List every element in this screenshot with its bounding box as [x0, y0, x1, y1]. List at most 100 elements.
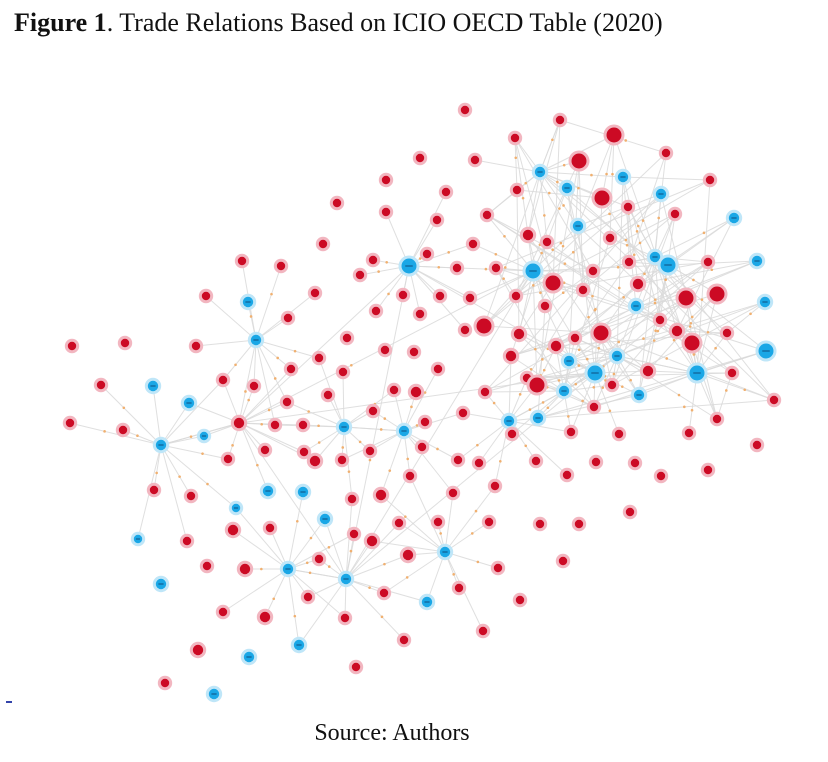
node-core: [555, 115, 565, 125]
node-core: [656, 471, 666, 481]
node-core: [515, 595, 525, 605]
node-core: [448, 488, 458, 498]
red-node: [64, 338, 80, 354]
red-node: [115, 422, 131, 438]
edge: [616, 319, 661, 357]
figure-caption: Figure 1. Trade Relations Based on ICIO …: [14, 8, 663, 38]
red-node: [702, 172, 718, 188]
edge-arrow: [624, 238, 628, 242]
edge: [371, 540, 446, 553]
node-core: [491, 263, 501, 273]
red-node: [220, 451, 236, 467]
red-node: [283, 361, 299, 377]
red-node: [507, 130, 523, 146]
blue-node: [290, 636, 308, 654]
red-node: [481, 514, 497, 530]
red-node: [457, 322, 473, 338]
node-core: [282, 397, 292, 407]
edge-arrow: [244, 390, 247, 393]
edge-arrow: [587, 315, 590, 319]
red-node: [724, 365, 740, 381]
edge: [484, 355, 618, 393]
red-node: [93, 377, 109, 393]
edge: [532, 270, 538, 386]
edge: [238, 339, 257, 424]
node-core: [239, 563, 251, 575]
edge-arrow: [624, 139, 628, 142]
red-node: [407, 383, 425, 401]
red-node: [575, 282, 591, 298]
edge: [239, 265, 410, 424]
node-core: [684, 428, 694, 438]
red-node: [273, 258, 289, 274]
edge: [239, 368, 292, 424]
edge: [408, 243, 474, 267]
node-core: [260, 445, 270, 455]
red-node: [365, 252, 381, 268]
blue-node: [436, 543, 454, 561]
edge-arrow: [410, 405, 413, 409]
edge-arrow: [272, 597, 276, 601]
node-core: [642, 365, 654, 377]
red-node: [512, 592, 528, 608]
red-node: [555, 553, 571, 569]
edge: [539, 171, 629, 208]
edge-arrow: [608, 409, 612, 413]
red-node: [510, 325, 528, 343]
edges-layer: [69, 119, 775, 646]
blue-node: [748, 252, 766, 270]
edge-arrow: [653, 298, 657, 301]
node-core: [505, 350, 517, 362]
red-node: [62, 415, 78, 431]
edge-arrow: [562, 163, 566, 167]
edge-arrow: [616, 265, 620, 269]
node-core: [752, 440, 762, 450]
edge-arrow: [499, 460, 502, 463]
edge: [255, 339, 288, 403]
edge-arrow: [206, 482, 209, 486]
edge-arrow: [201, 452, 204, 455]
node-core: [67, 341, 77, 351]
node-core: [550, 340, 562, 352]
edge: [532, 270, 596, 374]
node-core: [191, 341, 201, 351]
node-core: [381, 175, 391, 185]
red-node: [719, 325, 735, 341]
node-core: [218, 607, 228, 617]
node-core: [394, 518, 404, 528]
node-core: [340, 613, 350, 623]
edge-arrow: [677, 393, 681, 397]
edge-arrow: [635, 230, 639, 233]
node-core: [398, 290, 408, 300]
edge-arrow: [749, 312, 752, 316]
edge-arrow: [524, 181, 528, 185]
edge-arrow: [561, 244, 565, 248]
edge: [635, 261, 709, 307]
edge-arrow: [260, 422, 264, 426]
blue-node: [569, 217, 587, 235]
edge: [472, 243, 534, 272]
node-core: [593, 325, 609, 341]
edge-arrow: [476, 560, 480, 564]
edge: [594, 372, 620, 435]
edge-arrow: [725, 389, 728, 392]
edge: [403, 430, 459, 461]
node-core: [202, 561, 212, 571]
blue-node: [316, 510, 334, 528]
edge: [536, 160, 580, 386]
edge-arrow: [657, 216, 661, 220]
edge: [426, 551, 446, 603]
edge: [239, 422, 305, 453]
edge-arrow: [437, 265, 441, 269]
edge-arrow: [689, 321, 693, 325]
red-node: [509, 182, 525, 198]
red-node: [414, 439, 430, 455]
red-node: [339, 330, 355, 346]
red-node: [189, 641, 207, 659]
red-node: [199, 558, 215, 574]
blue-node: [522, 260, 544, 282]
edge-arrow: [540, 251, 543, 255]
node-core: [265, 523, 275, 533]
edge-arrow: [641, 219, 645, 222]
edge-arrow: [591, 294, 594, 298]
